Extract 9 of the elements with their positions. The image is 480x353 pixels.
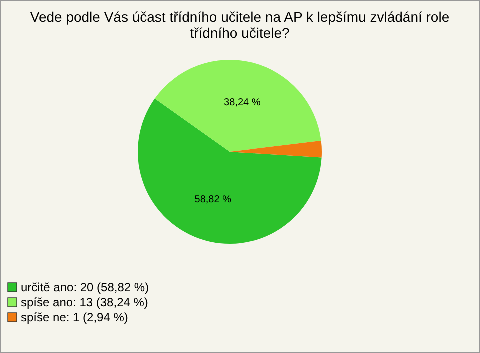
pie-slice [154, 60, 322, 152]
chart-title: Vede podle Vás účast třídního učitele na AP k lepšímu zvládání role třídního učitele? [30, 9, 450, 41]
legend-label: spíše ne: 1 (2,94 %) [21, 310, 128, 324]
legend-label: určitě ano: 20 (58,82 %) [21, 280, 150, 294]
pie-slice [138, 98, 322, 244]
data-label: 38,24 % [224, 98, 261, 109]
data-label: 58,82 % [194, 194, 232, 206]
pie-slice [230, 140, 322, 158]
legend-label: spíše ano: 13 (38,24 %) [21, 296, 148, 310]
